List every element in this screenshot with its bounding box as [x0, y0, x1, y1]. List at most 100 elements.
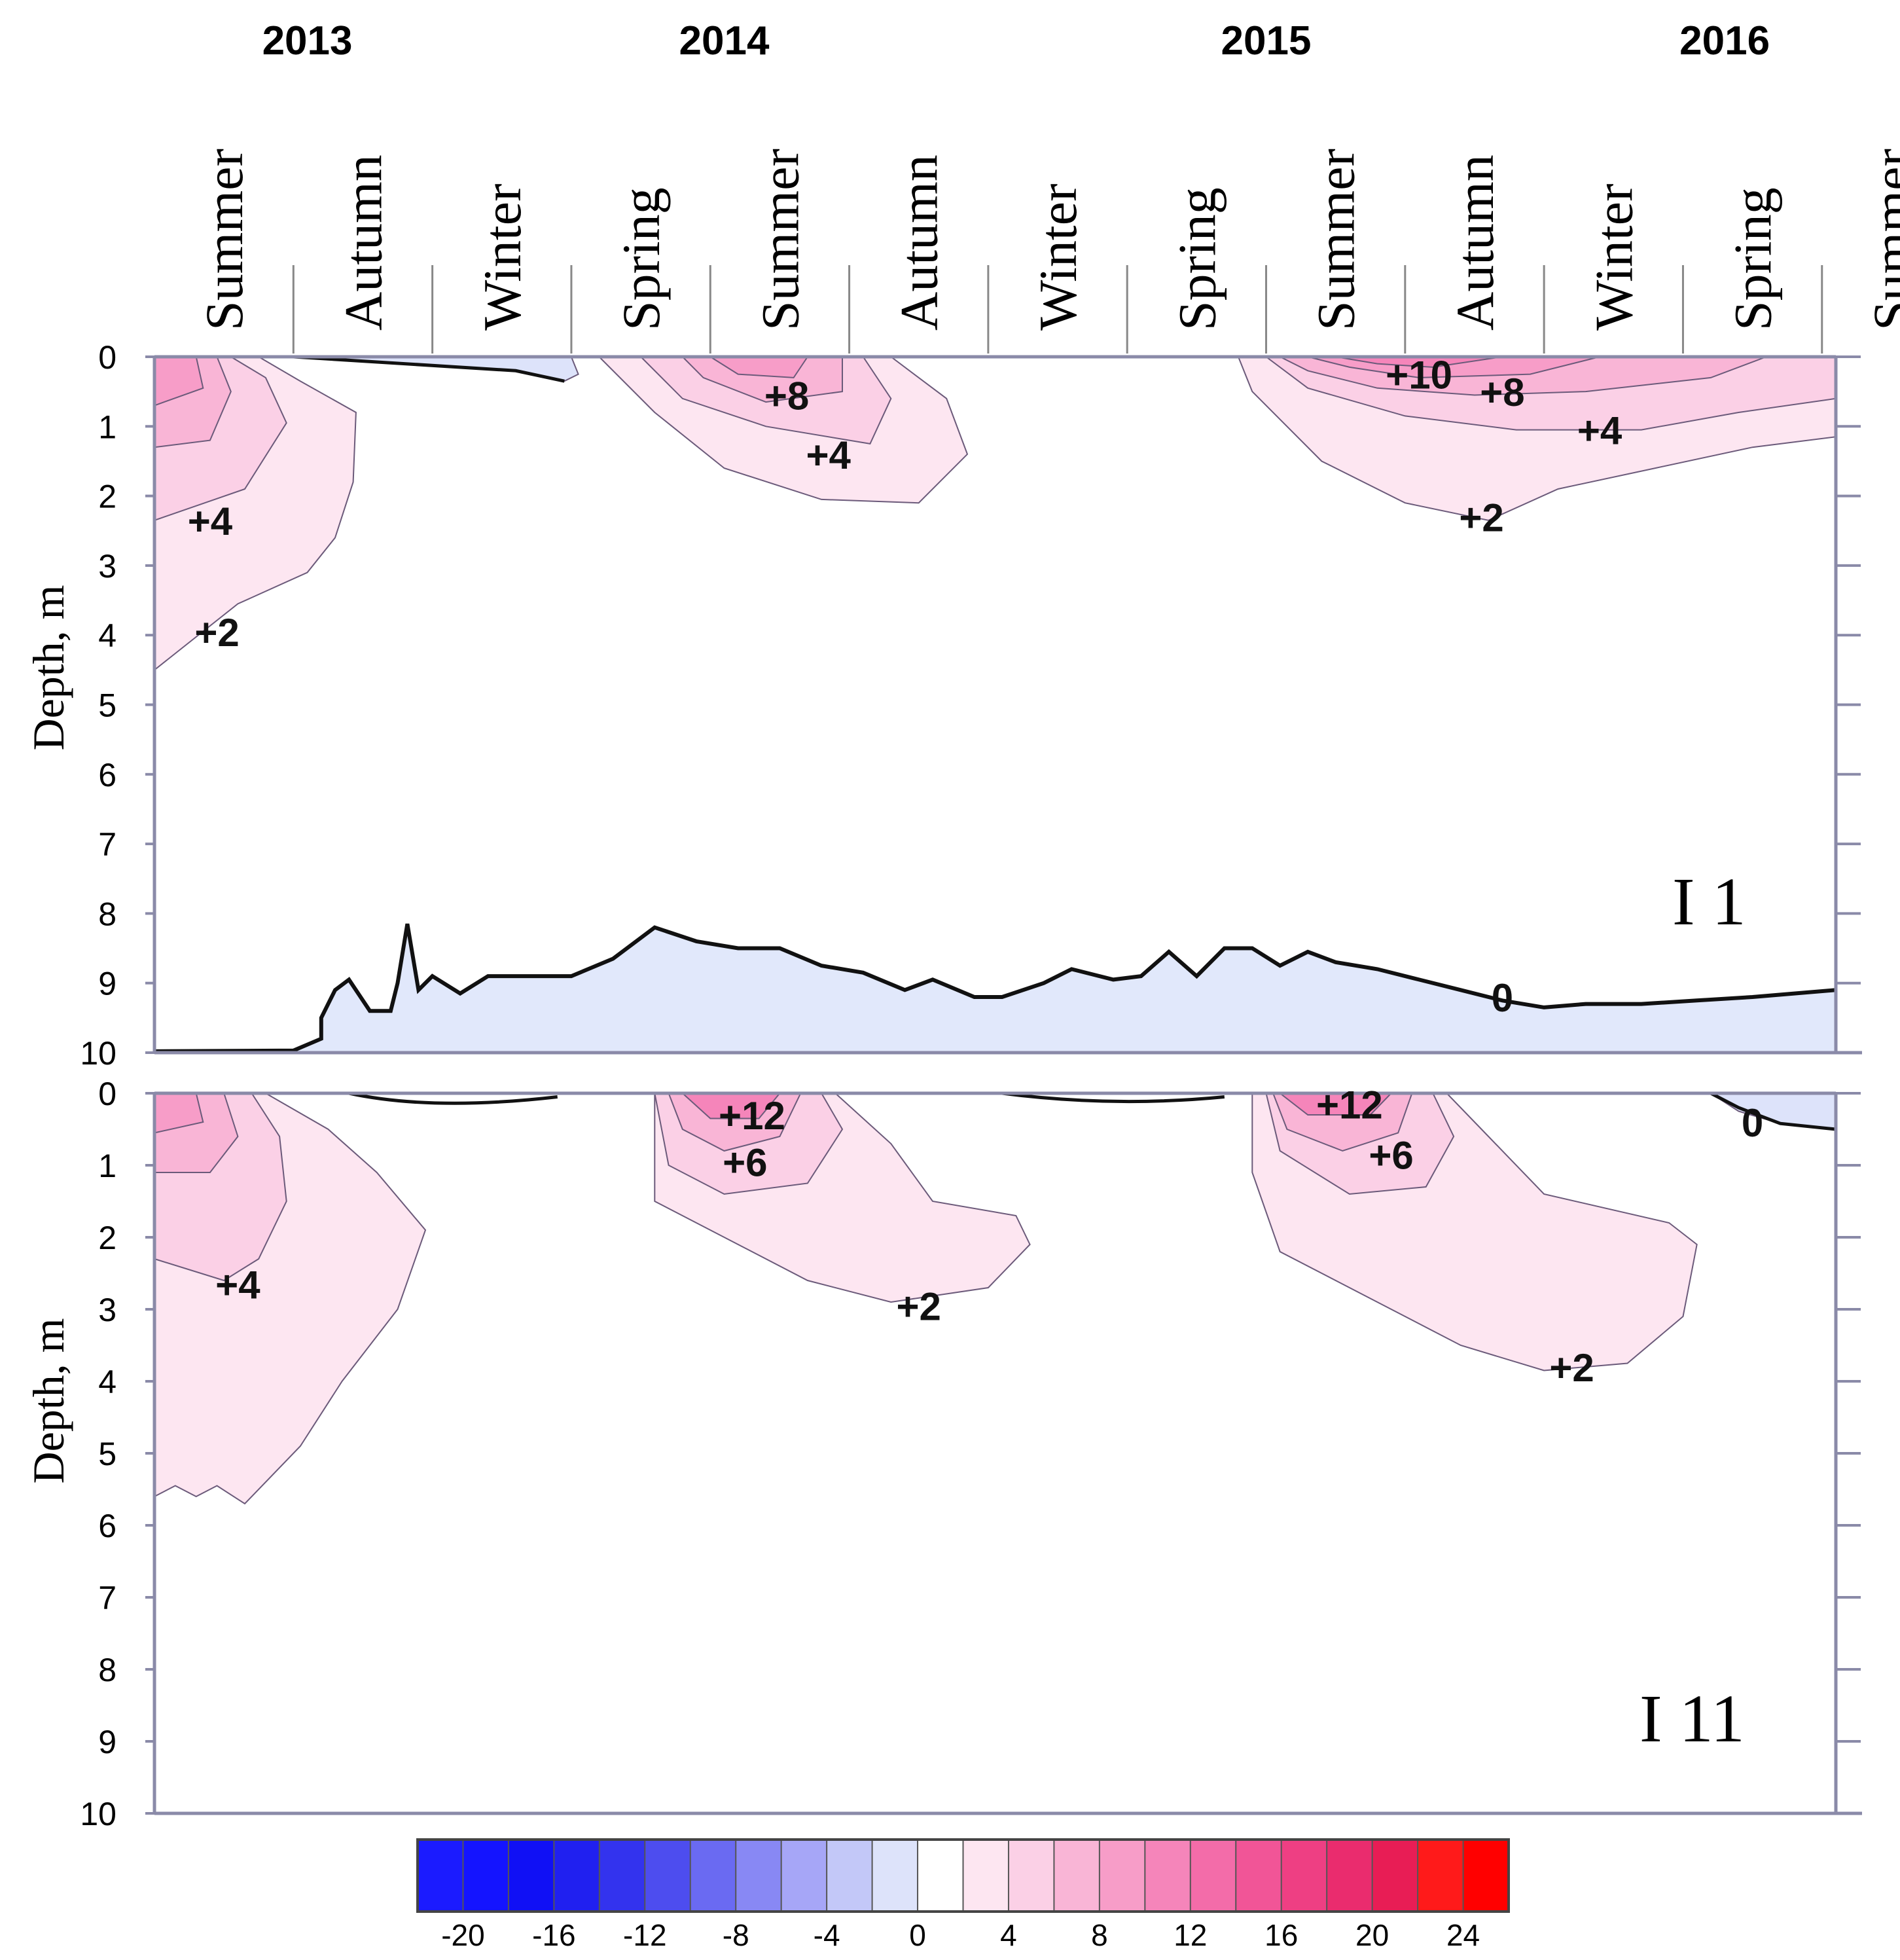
- y-tick-label: 5: [98, 687, 117, 724]
- colorbar-swatch: [1189, 1839, 1237, 1912]
- year-label-2014: 2014: [679, 18, 770, 64]
- colorbar-tick-label: -20: [441, 1918, 484, 1952]
- zero-isotherm-2014-winter: [1001, 1091, 1225, 1104]
- colorbar-swatch: [1371, 1839, 1419, 1912]
- season-label-autumn-1: Autumn: [333, 154, 393, 331]
- colorbar-tick-label: -16: [532, 1918, 575, 1952]
- colorbar-border: [416, 1838, 1510, 1913]
- colorbar-tick-label: -4: [814, 1918, 840, 1952]
- y-tick-label: 5: [98, 1436, 117, 1472]
- y-axis-title-bottom: Depth, m: [24, 1318, 73, 1483]
- contour-label: +10: [1386, 354, 1452, 397]
- panel-i11-contour-labels: +4+12+6+2+12+6+20: [215, 1083, 1763, 1390]
- y-axis-title-top: Depth, m: [24, 585, 73, 750]
- zero-isotherm-bottom: [154, 923, 1837, 1053]
- colorbar-swatch: [1417, 1839, 1465, 1912]
- season-label-summer-0: Summer: [194, 149, 254, 331]
- colorbar-swatch: [417, 1839, 464, 1912]
- colorbar-swatch: [1007, 1839, 1055, 1912]
- panel-i1-contour-labels: +4 +2 +8 +4 +10 +8 +4 +2 0: [188, 354, 1622, 1020]
- season-label-summer-12: Summer: [1862, 149, 1900, 331]
- y-tick-label: 6: [98, 757, 117, 793]
- contour-label: 0: [1492, 976, 1513, 1020]
- colorbar-tick-label: -12: [623, 1918, 666, 1952]
- season-label-winter-6: Winter: [1028, 184, 1088, 331]
- colorbar-swatch: [780, 1839, 828, 1912]
- panel-i11-id-label: I 11: [1640, 1681, 1745, 1756]
- colorbar-swatch: [1144, 1839, 1192, 1912]
- colorbar-tick-label: 24: [1446, 1918, 1480, 1952]
- contour-fill-2016-cold: [1708, 1093, 1837, 1131]
- y-tick-label: 0: [98, 1076, 117, 1112]
- colorbar: -20 -16 -12 -8 -4 0 4 8 12 16 20 24: [416, 1838, 1510, 1952]
- colorbar-swatch: [917, 1839, 964, 1912]
- colorbar-swatch: [462, 1839, 510, 1912]
- colorbar-tick-label: 4: [1000, 1918, 1017, 1952]
- y-tick-label: 7: [98, 826, 117, 863]
- season-label-autumn-5: Autumn: [889, 154, 949, 331]
- contour-label: +2: [194, 611, 239, 655]
- y-tick-label: 0: [98, 339, 117, 376]
- colorbar-tick-label: -8: [723, 1918, 749, 1952]
- colorbar-swatch: [1098, 1839, 1146, 1912]
- panel-i1: 0 1 2 3 4 5 6 7 8 9 10 +4 +2 +8 +4 +10 +8 +4 +2 0 I 1: [80, 339, 1862, 1072]
- contour-label: +4: [188, 499, 233, 543]
- y-tick-label: 8: [98, 896, 117, 932]
- colorbar-tick-label: 16: [1264, 1918, 1298, 1952]
- panel-i1-contour-fills: [154, 355, 1837, 1053]
- y-tick-label: 9: [98, 966, 117, 1002]
- zero-isotherm-2016: [1710, 1091, 1837, 1131]
- y-tick-label: 4: [98, 1364, 117, 1400]
- season-label-summer-4: Summer: [750, 149, 810, 331]
- season-label-spring-3: Spring: [611, 187, 671, 331]
- season-label-spring-11: Spring: [1723, 187, 1783, 331]
- colorbar-swatch: [1280, 1839, 1328, 1912]
- season-label-autumn-9: Autumn: [1445, 154, 1505, 331]
- panel-i11-frame: 0 1 2 3 4 5 6 7 8 9 10: [80, 1076, 1862, 1832]
- y-tick-label: 7: [98, 1580, 117, 1616]
- y-tick-label: 3: [98, 548, 117, 585]
- contour-label: 0: [1742, 1101, 1763, 1145]
- contour-label: +2: [897, 1285, 941, 1329]
- y-tick-label: 10: [80, 1796, 117, 1832]
- colorbar-swatch: [553, 1839, 601, 1912]
- frozen-region-fill: [154, 924, 1836, 1053]
- y-tick-label: 4: [98, 617, 117, 654]
- year-label-2016: 2016: [1679, 18, 1770, 64]
- colorbar-swatch: [1053, 1839, 1101, 1912]
- panel-i1-id-label: I 1: [1672, 864, 1746, 939]
- season-labels: Summer Autumn Winter Spring Summer Autumn Wint…: [194, 149, 1900, 354]
- colorbar-swatch: [962, 1839, 1010, 1912]
- y-tick-label: 10: [80, 1035, 117, 1072]
- colorbar-swatch: [1462, 1839, 1510, 1912]
- contour-label: +2: [1549, 1346, 1594, 1390]
- colorbar-swatch: [735, 1839, 783, 1912]
- y-tick-label: 6: [98, 1508, 117, 1544]
- colorbar-swatch: [871, 1839, 919, 1912]
- colorbar-swatch: [644, 1839, 692, 1912]
- season-label-spring-7: Spring: [1167, 187, 1227, 331]
- year-label-2015: 2015: [1221, 18, 1312, 64]
- colorbar-tick-label: 12: [1174, 1918, 1207, 1952]
- contour-label: +8: [1480, 371, 1524, 414]
- panel-i11-contour-fills: [154, 1091, 1837, 1505]
- panel-i1-frame: 0 1 2 3 4 5 6 7 8 9 10: [80, 339, 1862, 1072]
- colorbar-swatch: [1235, 1839, 1283, 1912]
- contour-label: +8: [764, 374, 809, 418]
- colorbar-swatch: [689, 1839, 737, 1912]
- y-tick-label: 3: [98, 1292, 117, 1328]
- contour-label: +2: [1459, 496, 1503, 539]
- y-tick-label: 1: [98, 408, 117, 445]
- colorbar-tick-label: 20: [1355, 1918, 1389, 1952]
- season-label-winter-2: Winter: [473, 184, 532, 331]
- season-label-winter-10: Winter: [1584, 184, 1643, 331]
- colorbar-tick-label: 0: [909, 1918, 926, 1952]
- year-label-2013: 2013: [262, 18, 353, 64]
- year-labels: 2013 2014 2015 2016: [262, 18, 1770, 64]
- contour-label: +4: [215, 1263, 260, 1307]
- colorbar-swatch: [598, 1839, 646, 1912]
- contour-label: +4: [1577, 409, 1622, 453]
- y-tick-label: 8: [98, 1652, 117, 1688]
- contour-label: +4: [806, 433, 851, 477]
